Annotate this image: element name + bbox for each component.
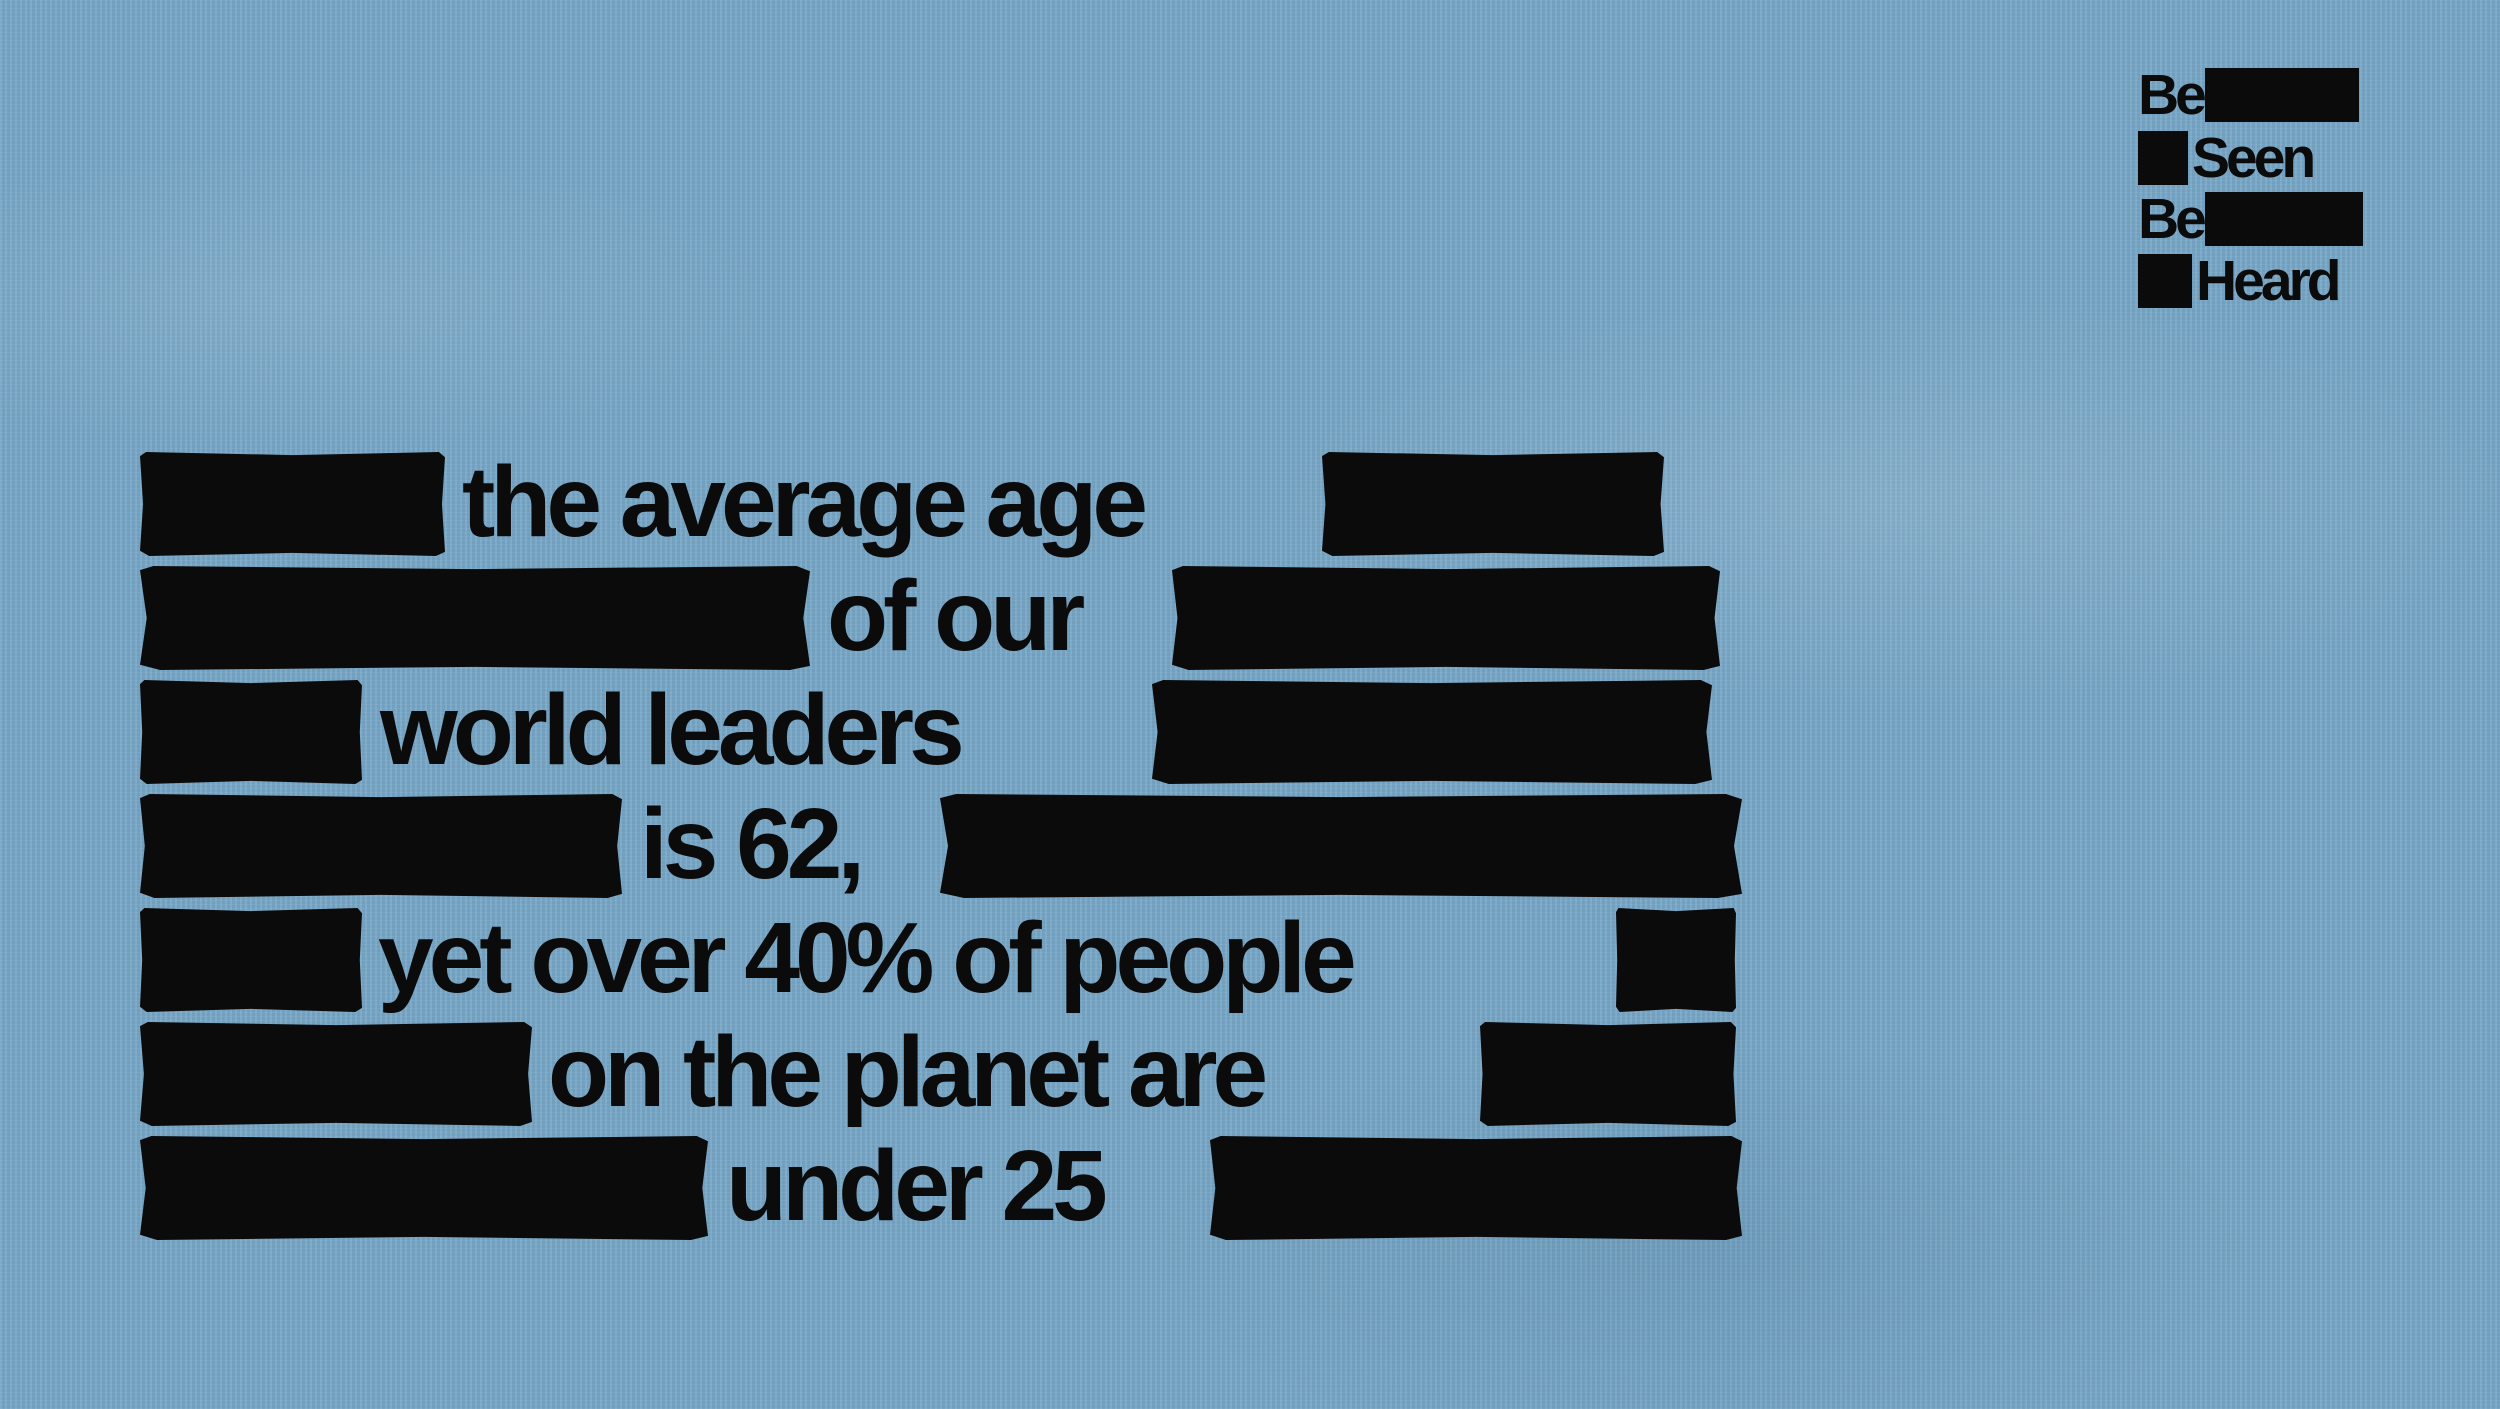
redaction-bar: [140, 1136, 708, 1240]
logo-word-be-2: Be: [2138, 186, 2207, 251]
redaction-bar: [1322, 452, 1664, 556]
logo-word-be: Be: [2138, 62, 2207, 127]
logo-redaction-bar: [2204, 192, 2363, 246]
headline-line-6: on the planet are: [548, 1016, 1268, 1128]
logo-redaction-bar: [2138, 254, 2192, 308]
logo-row-4: Heard: [2138, 248, 2342, 313]
headline-line-7: under 25: [726, 1130, 1108, 1242]
logo-redaction-bar: [2204, 68, 2359, 122]
headline-line-2: of our: [827, 560, 1085, 672]
redaction-bar: [140, 452, 445, 556]
logo-row-3: Be: [2138, 190, 2363, 248]
redaction-bar: [140, 680, 362, 784]
logo-word-seen: Seen: [2192, 125, 2316, 190]
logo-row-1: Be: [2138, 66, 2359, 124]
headline-line-3: world leaders: [380, 674, 965, 786]
redaction-bar: [140, 908, 362, 1012]
redaction-bar: [1616, 908, 1736, 1012]
logo-word-heard: Heard: [2196, 248, 2342, 313]
logo-redaction-bar: [2138, 131, 2188, 185]
redaction-bar: [1172, 566, 1720, 670]
redaction-bar: [140, 1022, 532, 1126]
headline-line-5: yet over 40% of people: [378, 902, 1357, 1014]
headline-line-1: the average age: [462, 446, 1148, 558]
redaction-bar: [940, 794, 1742, 898]
redaction-bar: [140, 566, 810, 670]
redaction-bar: [1480, 1022, 1736, 1126]
redaction-bar: [140, 794, 622, 898]
be-seen-be-heard-logo: Be Seen Be Heard: [2138, 66, 2388, 312]
redaction-bar: [1152, 680, 1712, 784]
logo-row-2: Seen: [2138, 125, 2316, 190]
headline-line-4: is 62,: [640, 788, 865, 900]
redaction-bar: [1210, 1136, 1742, 1240]
